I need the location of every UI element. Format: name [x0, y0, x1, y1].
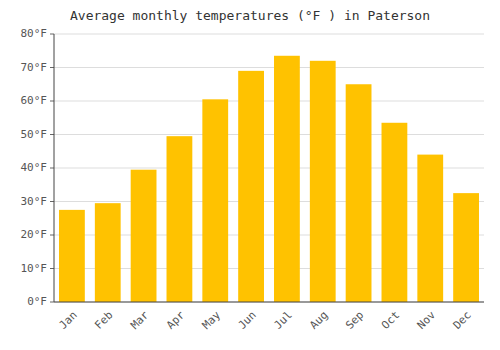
y-axis-line [54, 34, 55, 302]
x-tick-label: Sep [343, 309, 366, 332]
chart-container: 0°F 10°F 20°F 30°F 40°F 50°F 60°F 70°F 80°F Jan Fe… [0, 0, 500, 350]
bar [310, 61, 336, 302]
y-tick-label: 40°F [21, 161, 48, 174]
bar [346, 84, 372, 302]
x-tick-label: Dec [451, 309, 474, 332]
x-tick-label: Jun [236, 309, 259, 332]
y-tick [50, 34, 54, 35]
y-tick-label: 10°F [21, 262, 48, 275]
x-tick-label: Apr [164, 308, 188, 332]
y-tick-label: 30°F [21, 195, 48, 208]
x-axis-line [54, 302, 484, 303]
grid-line [54, 67, 484, 68]
x-tick-label: May [200, 308, 224, 332]
y-tick [50, 201, 54, 202]
x-tick-label: Mar [128, 308, 152, 332]
x-tick-label: Aug [307, 309, 330, 332]
y-tick [50, 302, 54, 303]
x-tick-label: Jan [56, 309, 79, 332]
y-tick-label: 0°F [27, 295, 47, 308]
bar [417, 155, 443, 302]
title: Average monthly temperatures (°F ) in Pa… [70, 8, 430, 23]
bar [59, 210, 85, 302]
y-tick [50, 168, 54, 169]
y-tick-label: 80°F [21, 27, 48, 40]
y-tick-label: 20°F [21, 228, 48, 241]
bar [95, 203, 121, 302]
page: {"chart_data": {"type": "bar", "title": … [0, 0, 500, 350]
bar [131, 170, 157, 302]
bar [382, 123, 408, 302]
grid-line [54, 134, 484, 135]
x-tick-label: Jul [271, 309, 294, 332]
grid [54, 34, 484, 302]
bar [238, 71, 264, 302]
y-axis: 0°F 10°F 20°F 30°F 40°F 50°F 60°F 70°F 80°F [21, 27, 55, 308]
x-tick-label: Nov [415, 308, 439, 332]
grid-line [54, 302, 484, 303]
y-tick [50, 134, 54, 135]
x-tick-label: Feb [92, 309, 115, 332]
y-tick-label: 60°F [21, 94, 48, 107]
grid-line [54, 101, 484, 102]
y-tick [50, 101, 54, 102]
y-tick-label: 70°F [21, 61, 48, 74]
y-tick [50, 67, 54, 68]
bar [274, 56, 300, 302]
bars [59, 56, 479, 302]
y-tick [50, 235, 54, 236]
x-tick-label: Oct [379, 309, 402, 332]
x-axis: Jan Feb Mar Apr May Jun Jul Aug Sep Oct Nov Dec [56, 308, 473, 332]
grid-line [54, 34, 484, 35]
bar [202, 99, 228, 302]
chart: 0°F 10°F 20°F 30°F 40°F 50°F 60°F 70°F 80°F Jan Fe… [0, 0, 500, 350]
bar [453, 193, 479, 302]
bar [167, 136, 193, 302]
y-tick-label: 50°F [21, 128, 48, 141]
y-tick [50, 268, 54, 269]
